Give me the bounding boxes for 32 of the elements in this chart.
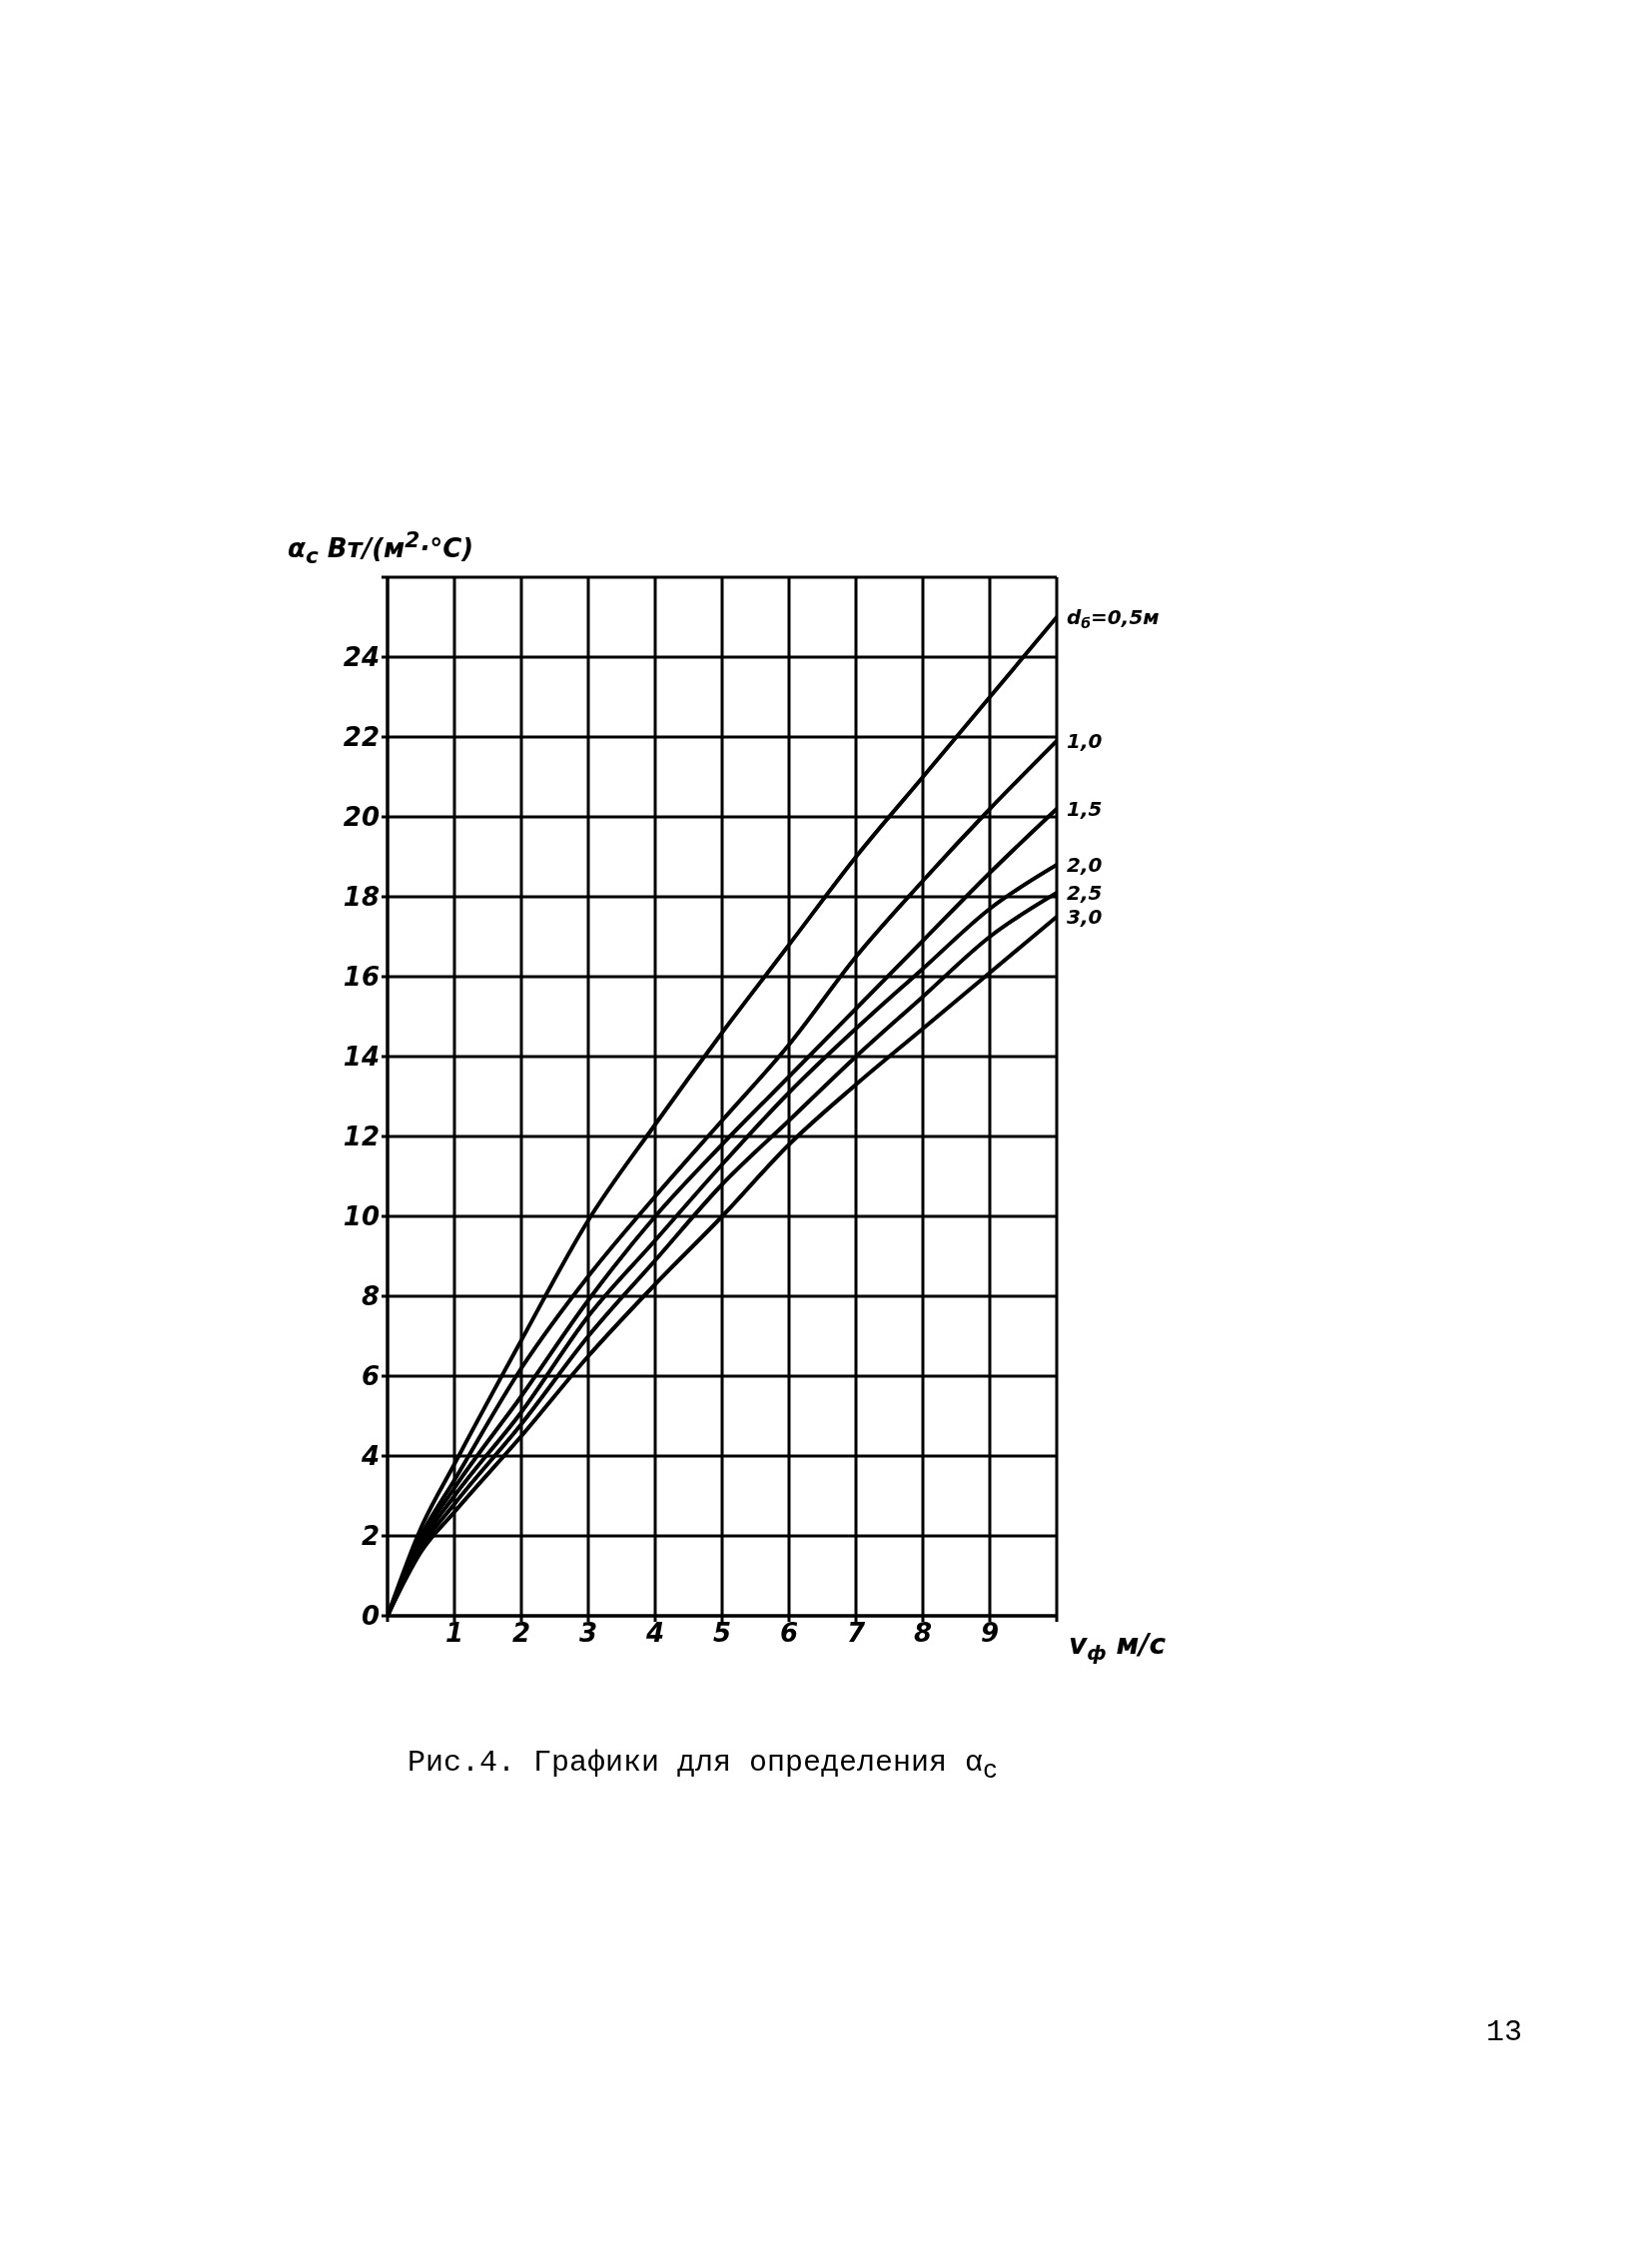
y-tick-label: 22 — [343, 722, 380, 753]
x-tick-label: 9 — [980, 1618, 1000, 1649]
series-label: 1,0 — [1067, 729, 1103, 753]
y-tick-label: 2 — [361, 1521, 380, 1552]
x-tick-label: 1 — [444, 1618, 464, 1649]
y-tick-label: 4 — [360, 1441, 380, 1472]
y-tick-label: 20 — [343, 802, 380, 833]
y-tick-label: 12 — [343, 1121, 380, 1152]
y-tick-label: 16 — [343, 962, 380, 993]
x-tick-label: 3 — [578, 1618, 598, 1649]
y-tick-label: 18 — [343, 882, 380, 913]
y-tick-label: 10 — [343, 1201, 380, 1232]
series-label: 1,5 — [1067, 797, 1103, 821]
x-tick-label: 8 — [913, 1618, 933, 1649]
y-tick-label: 14 — [343, 1042, 380, 1073]
x-tick-label: 2 — [511, 1618, 531, 1649]
y-tick-label: 8 — [361, 1281, 380, 1312]
y-tick-label: 6 — [361, 1361, 380, 1392]
series-label: 2,0 — [1067, 853, 1103, 877]
y-tick-label: 24 — [343, 642, 380, 673]
text: Рис.4. Графики для определения α$_{с}$ — [408, 1746, 999, 1786]
text: 13 — [1486, 2015, 1523, 2049]
y-axis-title: α$_{с}$ Вт/(м$^{2}$·°С) — [288, 527, 474, 568]
y-tick-label: 0 — [361, 1601, 380, 1632]
series-label: d$_{б}$=0,5м — [1067, 605, 1160, 632]
x-tick-label: 5 — [712, 1618, 732, 1649]
x-tick-label: 6 — [779, 1618, 799, 1649]
x-tick-label: 4 — [644, 1618, 665, 1649]
series-label: 2,5 — [1067, 881, 1103, 905]
series-label: 3,0 — [1067, 905, 1103, 929]
x-axis-title: v$_{ф}$ м/с — [1069, 1628, 1167, 1665]
x-tick-label: 7 — [846, 1618, 866, 1649]
